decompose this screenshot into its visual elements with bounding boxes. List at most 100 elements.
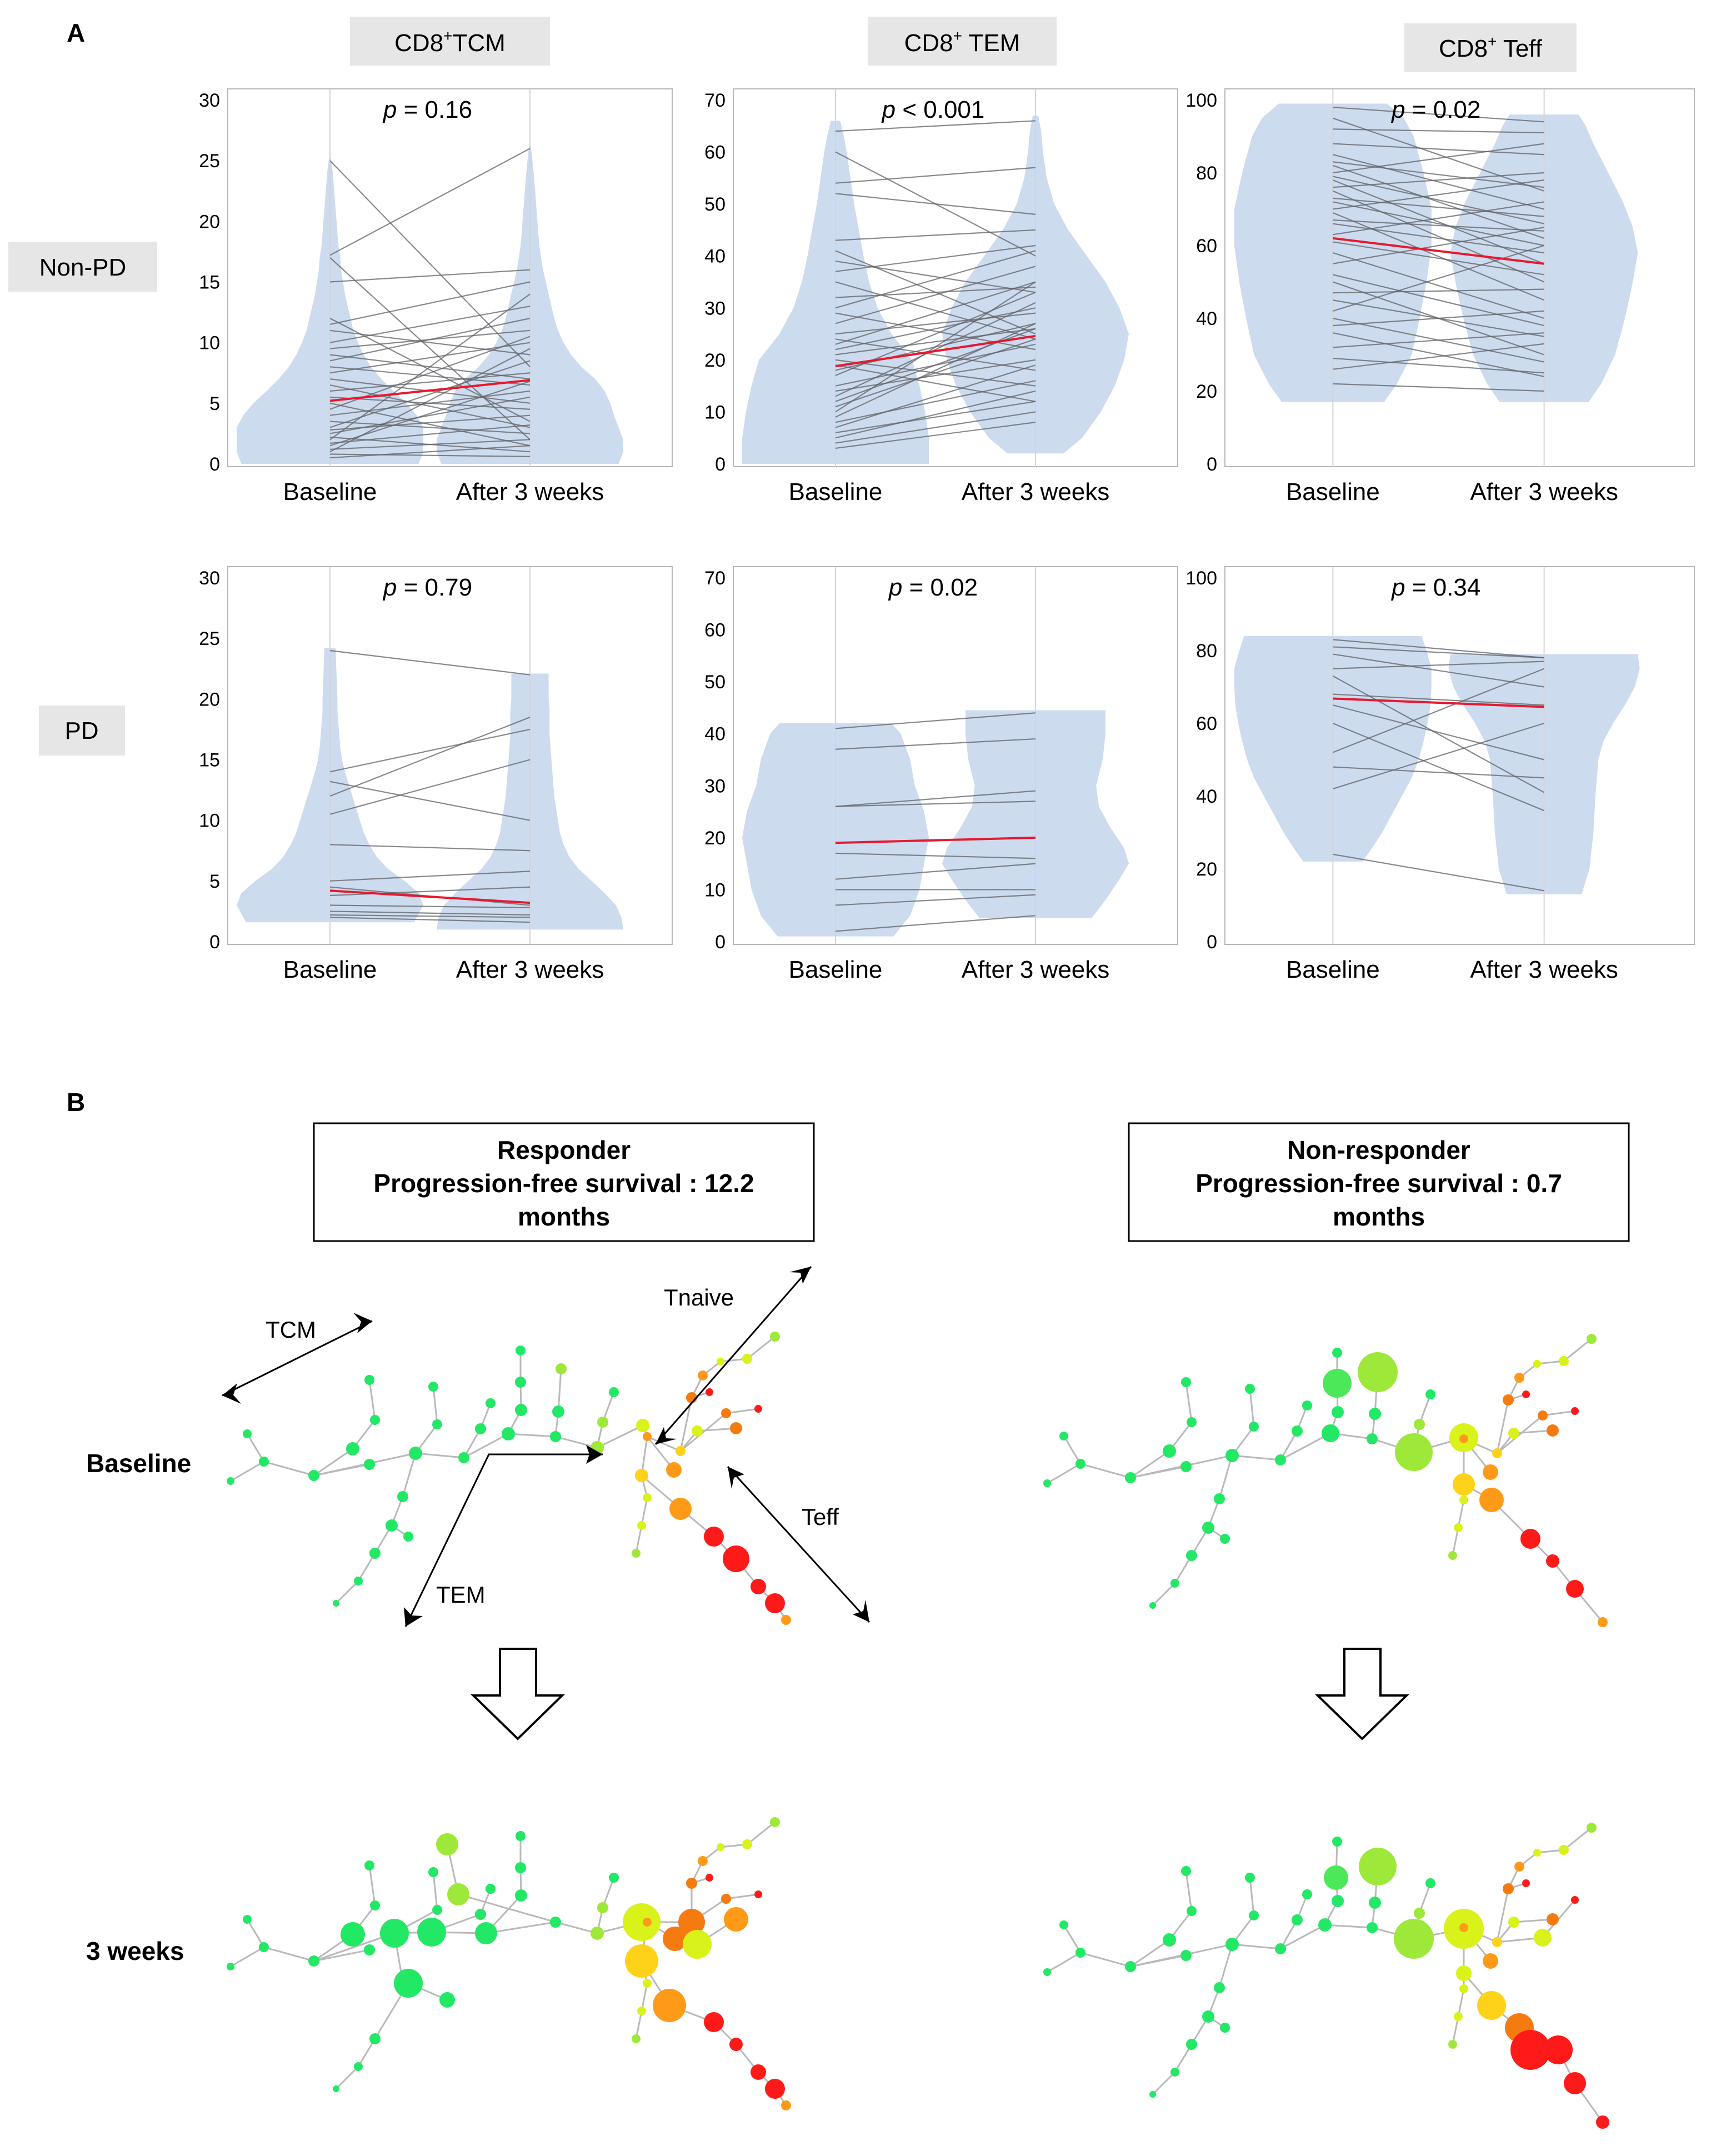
tree-edge (313, 1448, 353, 1477)
violin-chart-tcm-nonpd: 0 5 10 15 20 25 30 Baseline After 3 weeks p = 0.1… (199, 88, 673, 506)
tree-node (1454, 1523, 1463, 1532)
tree-edge (463, 1428, 482, 1458)
tree-edge (1080, 1952, 1131, 1968)
tree-edge (1249, 1877, 1255, 1916)
tree-node (1547, 1913, 1559, 1925)
tree-node (550, 1431, 561, 1442)
column-title-tcm: CD8+TCM (350, 17, 550, 66)
tree-node (428, 1867, 438, 1877)
patient-line (835, 359, 1036, 392)
tree-edge (1542, 1410, 1575, 1417)
x-tick-label: After 3 weeks (456, 956, 604, 983)
tree-node (653, 1989, 686, 2022)
tree-node (516, 1831, 526, 1841)
tree-node (751, 2064, 766, 2080)
tree-node (1492, 1937, 1502, 1947)
tree-node (403, 1532, 413, 1542)
patient-line (329, 781, 531, 821)
tree-node (1514, 1862, 1524, 1872)
tree-node (1358, 1352, 1398, 1392)
tree-node (1508, 1917, 1519, 1928)
y-tick-label: 0 (1207, 454, 1217, 475)
patient-line (835, 338, 1036, 408)
patient-line (329, 717, 531, 797)
x-tick-label: After 3 weeks (1470, 478, 1618, 506)
p-value-label: p = 0.79 (382, 574, 472, 601)
tree-node (637, 1521, 646, 1530)
violin-chart-tem-nonpd: 0 10 20 30 40 50 60 70 Baseline After 3 weeks p < … (704, 88, 1178, 506)
patient-line (329, 728, 531, 773)
tree-node (1394, 1919, 1434, 1959)
tree-node (754, 1890, 762, 1898)
tree-node (724, 1907, 748, 1932)
patient-line (1333, 197, 1544, 217)
tree-node (1508, 1428, 1519, 1439)
tree-edge (1130, 1939, 1170, 1968)
tree-edge (680, 1412, 727, 1452)
tree-node (1332, 1348, 1342, 1358)
tree-edge (697, 1427, 737, 1432)
tree-node (1075, 1459, 1085, 1469)
svg-text:CD8+TCM: CD8+TCM (394, 27, 506, 57)
tree-edge (335, 2065, 359, 2090)
tree-node (341, 1922, 365, 1947)
patient-line (1333, 143, 1544, 156)
patient-line (1333, 244, 1544, 312)
violin-chart-teff-pd: 0 20 40 60 80 100 Baseline After 3 weeks p = 0.3… (1185, 566, 1695, 983)
patient-line (329, 318, 531, 422)
y-tick-label: 10 (199, 811, 220, 832)
tree-node (397, 1491, 408, 1502)
patient-line (835, 328, 1036, 356)
tree-node (1187, 1906, 1197, 1916)
tree-node (1292, 1425, 1303, 1437)
tree-edge (747, 1821, 776, 1845)
tree-node (1163, 1933, 1176, 1947)
tree-node (1275, 1454, 1286, 1465)
tree-node (1483, 1953, 1498, 1969)
tree-edge (1513, 1918, 1553, 1923)
tree-node (1571, 1407, 1579, 1415)
tree-node (436, 1833, 458, 1855)
tree-node (1170, 1579, 1179, 1588)
down-arrow-responder (471, 1648, 565, 1740)
tree-edge (1047, 1952, 1081, 1973)
tree-node (370, 1900, 380, 1910)
tree-node (704, 2012, 724, 2032)
x-tick-label: Baseline (1286, 956, 1380, 983)
tree-node (1522, 1390, 1530, 1398)
patient-line (1332, 164, 1544, 239)
y-tick-label: 40 (1196, 786, 1217, 807)
y-tick-label: 15 (199, 750, 220, 771)
tree-node (1181, 1377, 1191, 1387)
patient-line (329, 445, 531, 459)
tree-node (632, 2034, 641, 2043)
tree-edge (641, 1983, 648, 2012)
tree-edge (635, 1525, 643, 1554)
tree-node (1598, 1617, 1608, 1627)
tree-node (1492, 1448, 1502, 1458)
tree-node (1503, 1883, 1514, 1894)
violin-chart-tem-pd: 0 10 20 30 40 50 60 70 Baseline After 3 weeks p = … (704, 566, 1178, 983)
y-tick-label: 15 (199, 272, 220, 293)
tree-edge (402, 1453, 417, 1497)
tree-node (1395, 1433, 1433, 1471)
tree-node (751, 1579, 766, 1594)
y-tick-label: 70 (704, 568, 726, 589)
tree-node (364, 1459, 375, 1470)
patient-line (1333, 201, 1544, 247)
patient-line (1333, 722, 1544, 789)
tree-edge (230, 1946, 264, 1968)
tree-node (1587, 1823, 1597, 1833)
patient-line (329, 384, 531, 428)
tree-node (678, 1909, 705, 1935)
tree-node (1454, 2012, 1463, 2021)
tree-node (636, 1419, 649, 1432)
tree-node (552, 1405, 564, 1418)
tree-node (1180, 1461, 1192, 1472)
tree-node (556, 1363, 567, 1374)
tree-node (706, 1388, 713, 1396)
y-tick-label: 0 (1207, 932, 1217, 953)
tree-node (486, 1884, 496, 1894)
y-tick-label: 60 (704, 142, 726, 163)
